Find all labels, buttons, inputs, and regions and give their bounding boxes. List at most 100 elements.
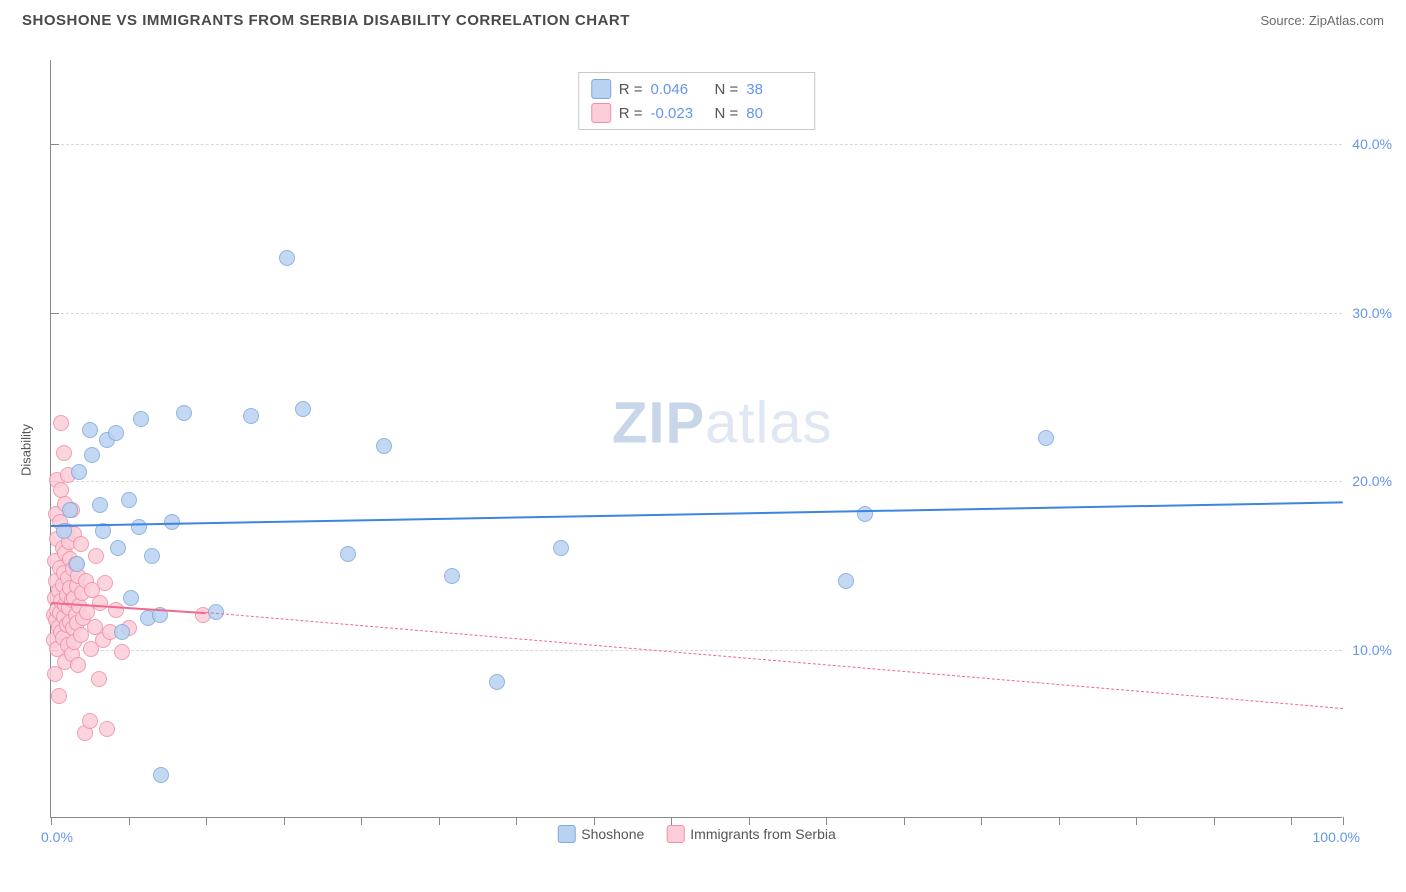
- grid-line: [51, 481, 1342, 482]
- x-tick: [826, 817, 827, 825]
- x-tick: [51, 817, 52, 825]
- series-legend: Shoshone Immigrants from Serbia: [557, 825, 836, 843]
- legend-label: Shoshone: [581, 826, 644, 842]
- y-tick: [51, 313, 59, 314]
- y-tick: [51, 144, 59, 145]
- n-label: N =: [715, 105, 739, 122]
- scatter-point: [91, 671, 107, 687]
- legend-label: Immigrants from Serbia: [690, 826, 835, 842]
- legend-item-serbia: Immigrants from Serbia: [666, 825, 835, 843]
- trend-line: [206, 612, 1343, 709]
- x-tick: [671, 817, 672, 825]
- scatter-point: [131, 519, 147, 535]
- x-max-label: 100.0%: [1313, 829, 1360, 845]
- x-tick: [981, 817, 982, 825]
- n-value-shoshone: 38: [746, 81, 802, 98]
- scatter-point: [153, 767, 169, 783]
- x-tick: [361, 817, 362, 825]
- x-tick: [516, 817, 517, 825]
- x-tick: [284, 817, 285, 825]
- r-label: R =: [619, 81, 643, 98]
- scatter-point: [114, 644, 130, 660]
- y-tick-label: 30.0%: [1350, 305, 1392, 321]
- scatter-point: [99, 721, 115, 737]
- scatter-point: [340, 546, 356, 562]
- chart-title: SHOSHONE VS IMMIGRANTS FROM SERBIA DISAB…: [22, 12, 630, 29]
- scatter-point: [92, 497, 108, 513]
- y-tick-label: 40.0%: [1350, 136, 1392, 152]
- scatter-point: [489, 674, 505, 690]
- scatter-point: [51, 688, 67, 704]
- x-tick: [594, 817, 595, 825]
- x-tick: [129, 817, 130, 825]
- legend-swatch-icon: [666, 825, 684, 843]
- x-tick: [439, 817, 440, 825]
- scatter-point: [62, 502, 78, 518]
- correlation-legend: R = 0.046 N = 38 R = -0.023 N = 80: [578, 72, 816, 130]
- x-tick: [1059, 817, 1060, 825]
- scatter-point: [144, 548, 160, 564]
- scatter-point: [1038, 430, 1054, 446]
- n-label: N =: [715, 81, 739, 98]
- plot-area: ZIPatlas R = 0.046 N = 38 R = -0.023 N =…: [50, 60, 1342, 818]
- x-tick: [1343, 817, 1344, 825]
- scatter-point: [82, 713, 98, 729]
- y-tick-label: 10.0%: [1350, 642, 1392, 658]
- x-tick: [206, 817, 207, 825]
- scatter-point: [110, 540, 126, 556]
- legend-item-shoshone: Shoshone: [557, 825, 644, 843]
- scatter-point: [108, 425, 124, 441]
- legend-row-shoshone: R = 0.046 N = 38: [591, 77, 803, 101]
- legend-row-serbia: R = -0.023 N = 80: [591, 101, 803, 125]
- x-tick: [1291, 817, 1292, 825]
- scatter-point: [279, 250, 295, 266]
- trend-line: [51, 501, 1343, 527]
- r-value-shoshone: 0.046: [651, 81, 707, 98]
- scatter-point: [70, 657, 86, 673]
- scatter-point: [243, 408, 259, 424]
- scatter-point: [114, 624, 130, 640]
- x-tick: [749, 817, 750, 825]
- scatter-point: [121, 492, 137, 508]
- scatter-point: [97, 575, 113, 591]
- scatter-point: [88, 548, 104, 564]
- scatter-point: [53, 415, 69, 431]
- scatter-point: [92, 595, 108, 611]
- scatter-point: [376, 438, 392, 454]
- x-tick: [1136, 817, 1137, 825]
- scatter-point: [56, 445, 72, 461]
- scatter-point: [71, 464, 87, 480]
- scatter-point: [857, 506, 873, 522]
- watermark-light: atlas: [705, 391, 833, 456]
- grid-line: [51, 144, 1342, 145]
- scatter-point: [133, 411, 149, 427]
- scatter-point: [82, 422, 98, 438]
- n-value-serbia: 80: [746, 105, 802, 122]
- scatter-point: [73, 536, 89, 552]
- x-tick: [1214, 817, 1215, 825]
- r-label: R =: [619, 105, 643, 122]
- watermark-bold: ZIP: [612, 391, 705, 456]
- r-value-serbia: -0.023: [651, 105, 707, 122]
- grid-line: [51, 313, 1342, 314]
- scatter-point: [84, 447, 100, 463]
- scatter-point: [176, 405, 192, 421]
- scatter-point: [123, 590, 139, 606]
- grid-line: [51, 650, 1342, 651]
- x-min-label: 0.0%: [41, 829, 73, 845]
- chart-header: SHOSHONE VS IMMIGRANTS FROM SERBIA DISAB…: [0, 0, 1406, 37]
- legend-swatch-serbia: [591, 103, 611, 123]
- scatter-point: [838, 573, 854, 589]
- legend-swatch-icon: [557, 825, 575, 843]
- chart-source: Source: ZipAtlas.com: [1260, 13, 1384, 28]
- scatter-point: [69, 556, 85, 572]
- scatter-point: [553, 540, 569, 556]
- legend-swatch-shoshone: [591, 79, 611, 99]
- chart-container: Disability ZIPatlas R = 0.046 N = 38 R =…: [22, 45, 1384, 855]
- watermark: ZIPatlas: [612, 390, 833, 457]
- x-tick: [904, 817, 905, 825]
- y-tick-label: 20.0%: [1350, 473, 1392, 489]
- scatter-point: [108, 602, 124, 618]
- y-axis-label: Disability: [19, 424, 34, 476]
- scatter-point: [444, 568, 460, 584]
